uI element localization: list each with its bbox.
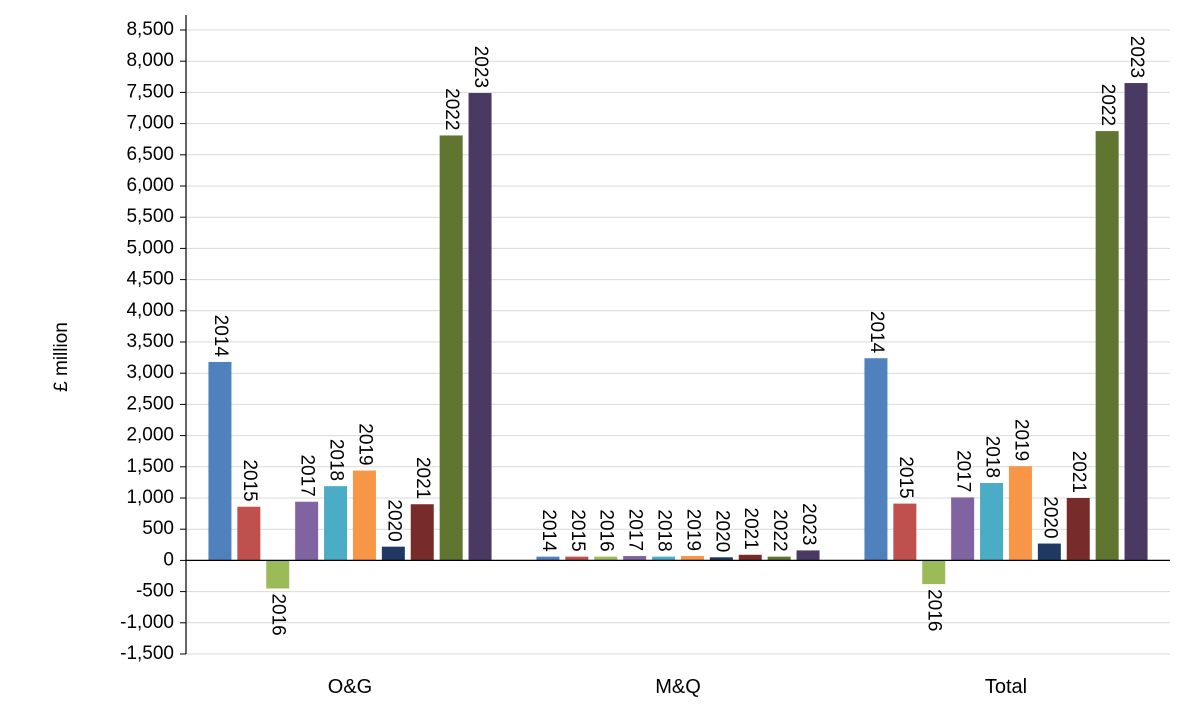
y-tick-label: 6,500 xyxy=(126,144,174,165)
bar-year-label: 2021 xyxy=(1068,451,1089,493)
bar-og-2022 xyxy=(439,135,463,561)
y-tick-label: -500 xyxy=(136,581,174,602)
bar-mq-2018 xyxy=(652,556,676,561)
y-tick-label: 3,500 xyxy=(126,331,174,352)
bar-year-label: 2014 xyxy=(866,311,887,354)
bar-total-2022 xyxy=(1095,131,1119,561)
bar-year-label: 2021 xyxy=(412,457,433,499)
bar-year-label: 2020 xyxy=(383,499,404,541)
bar-total-2020 xyxy=(1037,543,1061,561)
y-axis-ticks: 8,500 8,000 7,500 7,000 6,500 6,000 5,500 5,000… xyxy=(120,19,186,664)
bar-year-label: 2020 xyxy=(1039,496,1060,538)
bar-og-2021 xyxy=(410,504,434,561)
x-category-label: M&Q xyxy=(655,676,701,698)
bar-og-2023 xyxy=(468,93,492,561)
bar-year-label: 2021 xyxy=(740,508,761,550)
bar-mq-2015 xyxy=(565,556,589,561)
bar-total-2016 xyxy=(922,560,946,585)
y-tick-label: 1,500 xyxy=(126,456,174,477)
bar-mq-2014 xyxy=(536,556,560,561)
y-tick-label: 500 xyxy=(142,518,174,539)
bar-mq-2022 xyxy=(767,556,791,561)
bar-data-labels: 2014 2015 2016 2017 2018 2019 2020 2021 2022 2023… xyxy=(210,36,1147,636)
y-tick-label: 6,000 xyxy=(126,175,174,196)
bar-og-2017 xyxy=(295,501,319,561)
bar-mq-2021 xyxy=(738,554,762,561)
x-category-label: Total xyxy=(985,676,1027,698)
y-tick-label: 2,500 xyxy=(126,393,174,414)
bar-year-label: 2018 xyxy=(326,439,347,481)
bar-year-label: 2015 xyxy=(239,459,260,501)
bar-year-label: 2023 xyxy=(1126,36,1147,78)
axes xyxy=(185,15,1170,654)
y-tick-label: 4,500 xyxy=(126,269,174,290)
bar-year-label: 2014 xyxy=(538,509,559,552)
bar-year-label: 2018 xyxy=(982,436,1003,478)
bar-year-label: 2017 xyxy=(953,450,974,492)
y-tick-label: -1,000 xyxy=(120,612,174,633)
y-axis-title: £ million xyxy=(51,322,72,392)
x-axis-category-labels: O&G M&Q Total xyxy=(328,676,1027,698)
x-category-label: O&G xyxy=(328,676,372,698)
bar-total-2014 xyxy=(864,358,888,561)
bar-year-label: 2017 xyxy=(625,509,646,551)
bar-mq-2019 xyxy=(680,556,704,561)
bars xyxy=(208,83,1148,589)
bar-year-label: 2014 xyxy=(210,315,231,358)
bar-year-label: 2015 xyxy=(895,456,916,498)
bar-mq-2023 xyxy=(796,550,820,561)
bar-year-label: 2016 xyxy=(596,509,617,551)
y-tick-label: 1,000 xyxy=(126,487,174,508)
bar-year-label: 2019 xyxy=(1010,419,1031,461)
bar-year-label: 2019 xyxy=(682,509,703,551)
bar-mq-2020 xyxy=(709,557,733,561)
bar-year-label: 2022 xyxy=(769,509,790,551)
bar-year-label: 2016 xyxy=(924,589,945,631)
bar-og-2018 xyxy=(324,486,348,561)
y-tick-label: 5,500 xyxy=(126,206,174,227)
bar-total-2018 xyxy=(980,483,1004,561)
y-tick-label: -1,500 xyxy=(120,643,174,664)
bar-mq-2017 xyxy=(623,556,647,561)
y-tick-label: 5,000 xyxy=(126,237,174,258)
bar-og-2019 xyxy=(352,470,376,561)
bar-total-2021 xyxy=(1066,498,1090,561)
y-tick-label: 7,000 xyxy=(126,113,174,134)
bar-total-2015 xyxy=(893,503,917,561)
y-tick-label: 7,500 xyxy=(126,81,174,102)
bar-year-label: 2023 xyxy=(470,46,491,88)
bar-year-label: 2017 xyxy=(297,454,318,496)
bar-year-label: 2020 xyxy=(711,510,732,552)
y-tick-label: 8,500 xyxy=(126,19,174,40)
bar-og-2014 xyxy=(208,361,232,561)
bar-year-label: 2019 xyxy=(354,423,375,465)
bar-og-2016 xyxy=(266,560,290,589)
bar-og-2020 xyxy=(381,546,405,561)
y-tick-label: 3,000 xyxy=(126,362,174,383)
bar-year-label: 2022 xyxy=(1097,84,1118,126)
bar-year-label: 2016 xyxy=(268,593,289,635)
y-tick-label: 8,000 xyxy=(126,50,174,71)
bar-year-label: 2022 xyxy=(441,88,462,130)
y-tick-label: 2,000 xyxy=(126,425,174,446)
bar-mq-2016 xyxy=(594,556,618,561)
bar-total-2023 xyxy=(1124,83,1148,561)
bar-total-2017 xyxy=(951,497,975,561)
bar-year-label: 2015 xyxy=(567,509,588,551)
y-tick-label: 0 xyxy=(163,549,174,570)
y-tick-label: 4,000 xyxy=(126,300,174,321)
bar-year-label: 2018 xyxy=(654,509,675,551)
bar-year-label: 2023 xyxy=(798,503,819,545)
bar-og-2015 xyxy=(237,506,261,561)
bar-total-2019 xyxy=(1008,466,1032,561)
